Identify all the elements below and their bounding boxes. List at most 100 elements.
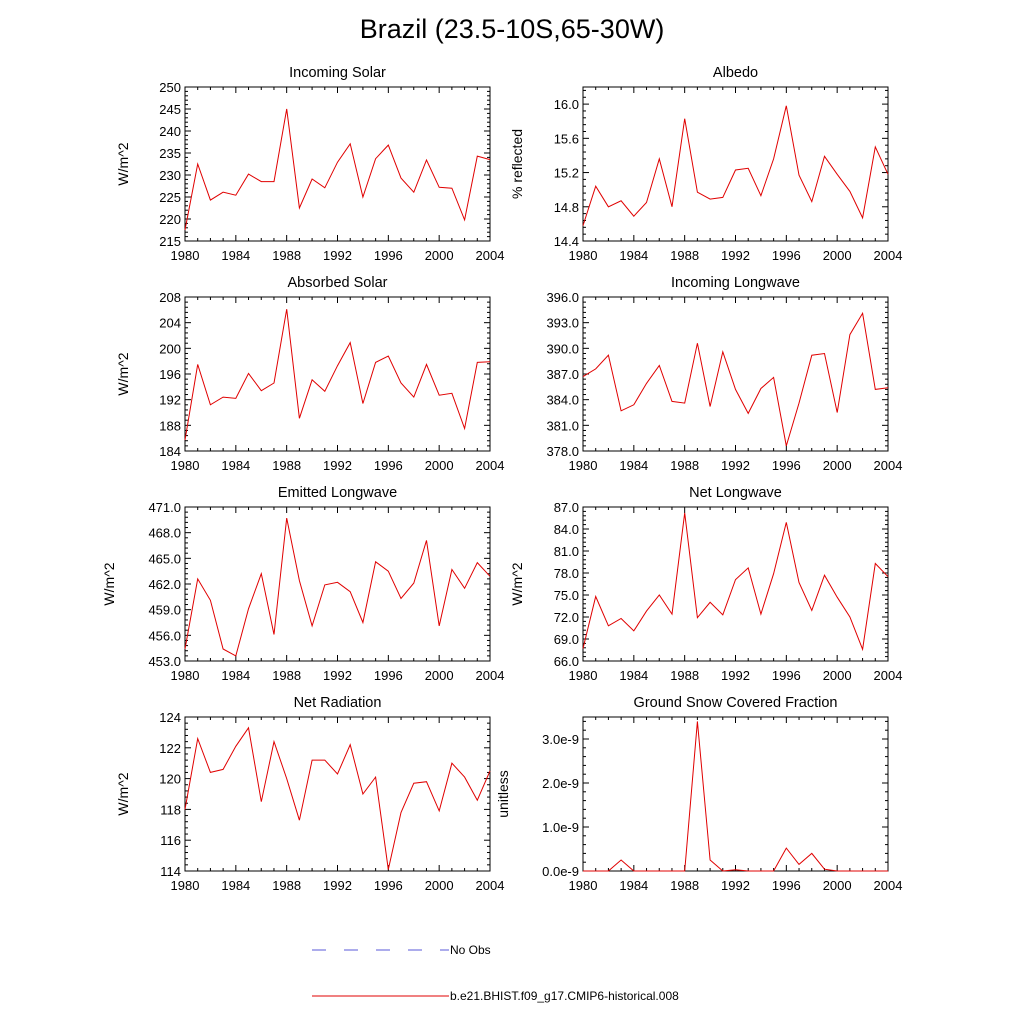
x-tick-label: 1984 [619,668,648,683]
y-tick-label: 220 [159,212,181,227]
x-tick-label: 1988 [670,248,699,263]
y-tick-label: 192 [159,393,181,408]
x-tick-label: 1984 [221,248,250,263]
series-line [582,512,889,652]
x-tick-label: 2004 [874,668,903,683]
x-tick-label: 1988 [670,668,699,683]
y-tick-label: 465.0 [148,551,181,566]
y-tick-label: 118 [160,802,181,817]
x-tick-label: 1992 [721,248,750,263]
y-tick-label: 240 [159,124,181,139]
x-tick-label: 1984 [619,878,648,893]
series-line [184,309,491,441]
y-tick-label: 188 [159,418,181,433]
x-tick-label: 1988 [272,878,301,893]
y-tick-label: 124 [159,710,181,725]
x-tick-label: 1984 [619,458,648,473]
x-tick-label: 1980 [171,668,200,683]
y-tick-label: 75.0 [554,588,579,603]
y-tick-label: 84.0 [554,522,579,537]
x-tick-label: 1996 [772,878,801,893]
plot-frame [582,506,889,662]
x-tick-label: 2004 [476,668,505,683]
y-tick-label: 462.0 [148,577,181,592]
x-tick-label: 1996 [374,668,403,683]
x-tick-label: 2004 [476,458,505,473]
y-tick-label: 381.0 [546,418,579,433]
y-tick-label: 396.0 [546,290,579,305]
x-tick-label: 1988 [272,458,301,473]
plot-frame [184,506,491,662]
series-line [184,726,491,870]
panel-title: Emitted Longwave [278,485,397,501]
x-tick-label: 1984 [619,248,648,263]
x-tick-label: 1988 [272,668,301,683]
x-tick-label: 1980 [569,668,598,683]
y-tick-label: 378.0 [546,444,579,459]
y-tick-label: 2.0e-9 [542,776,579,791]
legend-obs-label: No Obs [450,943,491,957]
y-tick-label: 14.4 [554,234,579,249]
y-tick-label: 456.0 [148,628,181,643]
x-tick-label: 2000 [823,248,852,263]
panel-title: Albedo [713,65,758,81]
y-tick-label: 1.0e-9 [542,820,579,835]
x-tick-label: 2000 [425,878,454,893]
y-tick-label: 235 [159,146,181,161]
y-tick-label: 204 [159,316,181,331]
y-tick-label: 250 [159,80,181,95]
chart-panel-2: Albedo 1980 1984 1988 1992 1996 2000 2004 14.4 14… [509,65,902,263]
x-tick-label: 1984 [221,668,250,683]
y-tick-label: 3.0e-9 [542,732,579,747]
y-axis-label: W/m^2 [101,562,117,605]
x-tick-label: 2000 [425,248,454,263]
x-tick-label: 1988 [670,458,699,473]
y-axis-label: % reflected [509,129,525,199]
x-tick-label: 2000 [425,458,454,473]
x-tick-label: 1996 [374,458,403,473]
chart-panel-1: Incoming Solar 1980 1984 1988 1992 1996 2000 20… [115,65,504,263]
y-tick-label: 114 [160,864,181,879]
y-tick-label: 66.0 [554,654,579,669]
x-tick-label: 1992 [323,878,352,893]
series-line [582,105,889,226]
x-tick-label: 1980 [569,248,598,263]
y-tick-label: 230 [159,168,181,183]
x-tick-label: 1992 [323,458,352,473]
y-axis-label: W/m^2 [115,772,131,815]
y-tick-label: 384.0 [546,393,579,408]
x-tick-label: 1992 [323,248,352,263]
x-tick-label: 1980 [171,878,200,893]
figure-title: Brazil (23.5-10S,65-30W) [359,14,665,44]
y-axis-label: unitless [495,770,511,817]
panel-title: Net Longwave [689,485,782,501]
x-tick-label: 1996 [772,248,801,263]
plot-frame [582,86,889,242]
x-tick-label: 2000 [823,878,852,893]
series-line [184,518,491,657]
y-tick-label: 387.0 [546,367,579,382]
x-tick-label: 1992 [721,668,750,683]
series-line [583,721,888,872]
x-tick-label: 1980 [569,878,598,893]
panel-title: Incoming Solar [289,65,386,81]
x-tick-label: 1980 [171,458,200,473]
series-line [184,108,491,231]
x-tick-label: 2004 [874,878,903,893]
chart-panel-4: Incoming Longwave 1980 1984 1988 1992 1996 200… [546,275,902,473]
x-tick-label: 2000 [425,668,454,683]
x-tick-label: 1992 [721,458,750,473]
y-axis-label: W/m^2 [509,562,525,605]
y-tick-label: 196 [159,367,181,382]
y-tick-label: 120 [159,772,181,787]
y-tick-label: 15.6 [554,131,579,146]
y-tick-label: 87.0 [554,500,579,515]
y-tick-label: 122 [159,741,181,756]
y-axis-label: W/m^2 [115,352,131,395]
y-tick-label: 16.0 [554,97,579,112]
x-tick-label: 1980 [171,248,200,263]
y-tick-label: 245 [159,102,181,117]
y-tick-label: 468.0 [148,526,181,541]
y-tick-label: 72.0 [554,610,579,625]
y-tick-label: 0.0e-9 [542,864,579,879]
